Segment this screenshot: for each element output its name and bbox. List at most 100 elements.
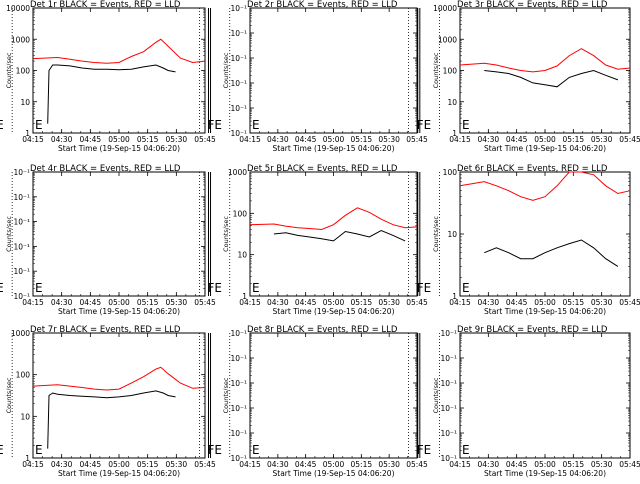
marker-fe: FE xyxy=(208,118,222,132)
y-tick-label: 10⁻¹ xyxy=(230,379,247,388)
y-axis-label: Counts/sec xyxy=(432,52,440,88)
x-tick-label: 04:15 xyxy=(22,460,44,469)
panel-title: Det 9r BLACK = Events, RED = LLD xyxy=(457,325,608,335)
panel-det1: Det 1r BLACK = Events, RED = LLD 04:15 04:… xyxy=(0,0,216,153)
y-tick-label: 10⁻¹ xyxy=(13,292,30,301)
x-axis-label: Start Time (19-Sep-15 04:06:20) xyxy=(484,469,606,478)
x-tick-label: 05:30 xyxy=(166,460,188,469)
y-tick-label: 1 xyxy=(25,454,30,463)
x-tick-label: 05:00 xyxy=(534,135,556,144)
y-axis-label: Counts/sec xyxy=(222,216,230,252)
y-tick-label: 10⁻¹ xyxy=(13,218,30,227)
lld-series-line xyxy=(32,38,206,64)
y-tick-label: 1000 xyxy=(11,35,30,44)
axes-frame xyxy=(32,7,206,134)
marker-e: E xyxy=(252,118,260,132)
panel-title: Det 1r BLACK = Events, RED = LLD xyxy=(30,0,181,10)
events-series-line xyxy=(484,239,619,267)
y-tick-label: 1000 xyxy=(228,168,247,177)
x-tick-label: 05:00 xyxy=(108,298,130,307)
x-tick-label: 05:00 xyxy=(323,298,345,307)
marker-e: E xyxy=(252,443,260,457)
axes-frame xyxy=(32,332,206,459)
y-tick-label: 10⁻¹ xyxy=(230,129,247,138)
panel-det7: Det 7r BLACK = Events, RED = LLD 04:15 04:… xyxy=(0,325,216,478)
y-tick-label: 10 xyxy=(20,412,30,421)
y-tick-label: 10⁻¹ xyxy=(13,242,30,251)
x-tick-label: 05:15 xyxy=(563,460,585,469)
y-tick-label: 100 xyxy=(233,209,248,218)
x-tick-label: 04:30 xyxy=(51,298,73,307)
x-axis-label: Start Time (19-Sep-15 04:06:20) xyxy=(484,307,606,316)
x-axis-label: Start Time (19-Sep-15 04:06:20) xyxy=(273,144,395,153)
marker-e: E xyxy=(462,443,470,457)
marker-fe: FE xyxy=(417,281,431,295)
y-tick-label: 1 xyxy=(242,292,247,301)
x-tick-label: 04:15 xyxy=(239,298,261,307)
y-axis-label: Counts/sec xyxy=(5,216,13,252)
y-tick-label: 10 xyxy=(237,251,247,260)
x-tick-label: 05:45 xyxy=(194,135,216,144)
y-tick-label: 10⁻¹ xyxy=(230,54,247,63)
x-axis-label: Start Time (19-Sep-15 04:06:20) xyxy=(58,144,180,153)
y-tick-label: 10⁻¹ xyxy=(230,4,247,13)
x-axis-label: Start Time (19-Sep-15 04:06:20) xyxy=(58,469,180,478)
y-axis-label: Counts/sec xyxy=(5,377,13,413)
x-tick-label: 05:30 xyxy=(378,135,400,144)
x-tick-label: 05:00 xyxy=(323,135,345,144)
marker-e: E xyxy=(252,281,260,295)
x-tick-label: 05:45 xyxy=(194,298,216,307)
x-tick-label: 05:30 xyxy=(591,460,613,469)
x-tick-label: 04:15 xyxy=(22,298,44,307)
x-tick-label: 05:45 xyxy=(406,135,428,144)
x-tick-label: 05:00 xyxy=(534,298,556,307)
x-tick-label: 04:15 xyxy=(239,135,261,144)
y-tick-label: 10000 xyxy=(433,4,457,13)
y-tick-label: 10⁻¹ xyxy=(13,267,30,276)
x-tick-label: 05:30 xyxy=(378,298,400,307)
axes-frame xyxy=(249,332,418,459)
panel-title: Det 3r BLACK = Events, RED = LLD xyxy=(457,0,608,10)
x-tick-label: 04:45 xyxy=(295,135,317,144)
y-tick-label: 10000 xyxy=(6,4,30,13)
marker-fe: FE xyxy=(417,118,431,132)
x-tick-label: 04:30 xyxy=(478,460,500,469)
marker-fe: FE xyxy=(0,281,4,295)
axes-frame xyxy=(459,171,631,297)
y-tick-label: 10⁻¹ xyxy=(440,404,457,413)
y-tick-label: 10 xyxy=(447,230,457,239)
panel-det3: Det 3r BLACK = Events, RED = LLD 04:15 04:… xyxy=(408,0,640,153)
marker-fe: FE xyxy=(0,443,4,457)
x-axis-label: Start Time (19-Sep-15 04:06:20) xyxy=(58,307,180,316)
panel-title: Det 7r BLACK = Events, RED = LLD xyxy=(30,325,181,335)
events-series-line xyxy=(273,229,406,242)
y-tick-label: 1000 xyxy=(11,329,30,338)
panel-title: Det 8r BLACK = Events, RED = LLD xyxy=(247,325,398,335)
panel-title: Det 2r BLACK = Events, RED = LLD xyxy=(247,0,398,10)
y-tick-label: 10⁻¹ xyxy=(13,193,30,202)
panel-det5: Det 5r BLACK = Events, RED = LLD 04:15 04:… xyxy=(198,164,428,316)
y-tick-label: 10⁻¹ xyxy=(440,429,457,438)
marker-e: E xyxy=(35,281,43,295)
marker-fe: FE xyxy=(0,118,4,132)
y-axis-label: Counts/sec xyxy=(432,377,440,413)
y-tick-label: 1 xyxy=(452,292,457,301)
x-axis-label: Start Time (19-Sep-15 04:06:20) xyxy=(484,144,606,153)
x-tick-label: 05:30 xyxy=(591,298,613,307)
y-tick-label: 100 xyxy=(443,168,458,177)
y-tick-label: 10⁻¹ xyxy=(440,454,457,463)
x-tick-label: 05:15 xyxy=(137,135,159,144)
lld-series-line xyxy=(249,207,418,231)
x-tick-label: 05:15 xyxy=(351,135,373,144)
y-tick-label: 10⁻¹ xyxy=(230,454,247,463)
events-series-line xyxy=(47,390,176,449)
y-tick-label: 10 xyxy=(20,98,30,107)
marker-e: E xyxy=(462,118,470,132)
y-tick-label: 1 xyxy=(25,129,30,138)
axes-frame xyxy=(459,332,631,459)
y-tick-label: 10 xyxy=(447,98,457,107)
panel-det2: Det 2r BLACK = Events, RED = LLD 04:15 04:… xyxy=(198,0,428,153)
y-tick-label: 10⁻¹ xyxy=(230,329,247,338)
